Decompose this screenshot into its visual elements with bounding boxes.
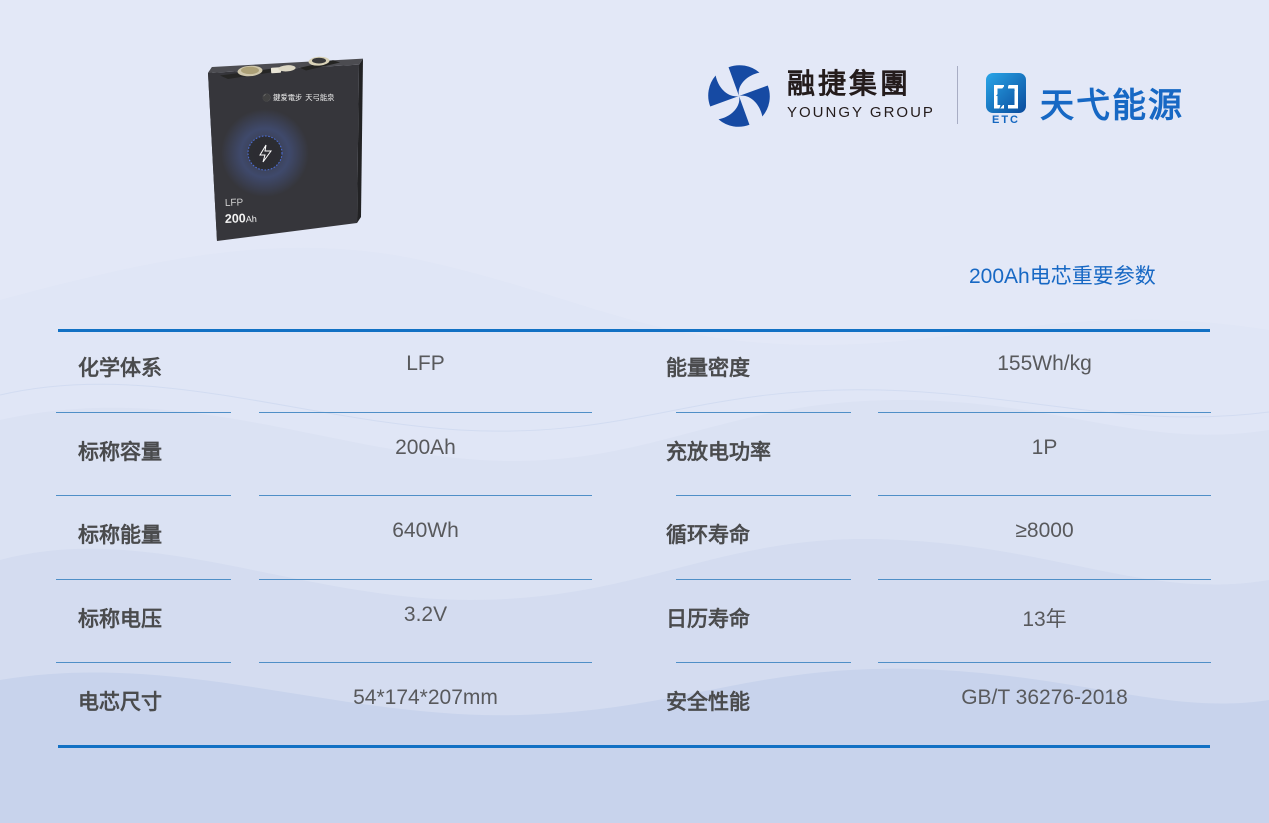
svg-text:LFP: LFP: [225, 197, 244, 209]
svg-text:200Ah: 200Ah: [225, 211, 257, 226]
svg-text:⚫ 鍵爱電步 天弓能泉: ⚫ 鍵爱電步 天弓能泉: [262, 93, 335, 102]
